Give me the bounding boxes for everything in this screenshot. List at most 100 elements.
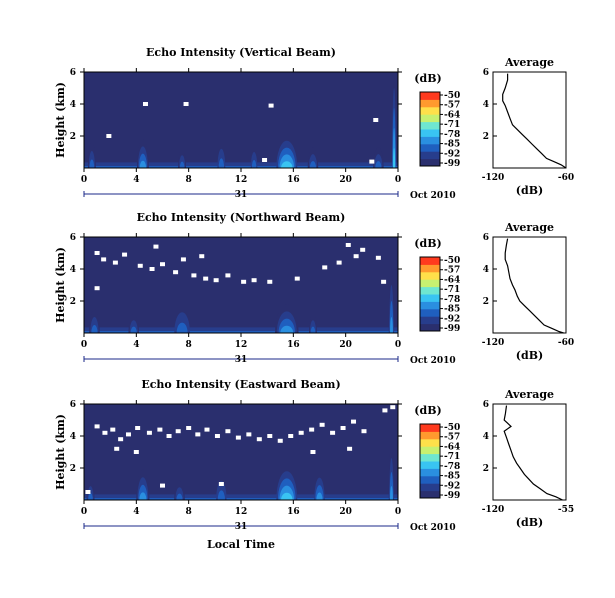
colorbar-swatch [420, 286, 440, 295]
profile-frame [492, 71, 567, 169]
profile-y-tick-label: 4 [483, 100, 489, 110]
missing-data-cell [186, 426, 192, 430]
missing-data-cell [142, 102, 148, 106]
missing-data-cell [114, 446, 120, 451]
day-label: 31 [235, 355, 248, 365]
missing-data-cell [319, 422, 325, 427]
plume [251, 160, 257, 168]
missing-data-cell [94, 251, 100, 255]
colorbar-tick-label: -99 [444, 324, 460, 334]
heatmap-background [84, 404, 398, 500]
missing-data-cell [112, 260, 118, 265]
missing-data-cell [213, 278, 219, 283]
colorbar-swatch [420, 490, 440, 499]
colorbar-tick-label: -71 [444, 285, 460, 295]
colorbar-swatch [420, 316, 440, 325]
heatmap-background [84, 72, 398, 168]
heatmap-field [84, 72, 398, 168]
y-tick-label: 4 [70, 100, 76, 110]
missing-data-cell [369, 159, 375, 164]
missing-data-cell [347, 446, 353, 451]
missing-data-cell [191, 273, 197, 278]
plume [281, 161, 293, 168]
colorbar-swatch [420, 431, 440, 440]
missing-data-cell [267, 434, 273, 438]
missing-data-cell [173, 270, 179, 275]
surface-layer [84, 327, 398, 333]
missing-data-cell [262, 158, 268, 162]
missing-data-cell [353, 254, 359, 259]
day-label: 31 [235, 522, 248, 532]
x-tick-label: 12 [235, 507, 248, 517]
panel-3: Echo Intensity (Eastward Beam) 0 4 8 12 16 20 0… [54, 378, 574, 533]
missing-data-cell [235, 435, 241, 440]
missing-data-cell [102, 430, 108, 435]
missing-data-cell [85, 490, 91, 494]
colorbar-tick-label: -99 [444, 159, 460, 169]
surface-layer [84, 162, 398, 168]
panel-title: Echo Intensity (Vertical Beam) [146, 46, 336, 59]
colorbar-swatch [420, 424, 440, 432]
colorbar-swatch [420, 308, 440, 317]
panel-1: Echo Intensity (Vertical Beam) 0 4 8 12 16 20 0… [54, 46, 574, 201]
missing-data-cell [135, 426, 141, 430]
x-tick-label: 4 [133, 340, 139, 350]
missing-data-cell [101, 257, 107, 262]
y-axis-label: Height (km) [54, 247, 67, 323]
plume [310, 326, 316, 333]
colorbar-tick-label: -64 [444, 110, 460, 120]
profile-x-axis-label: (dB) [516, 184, 543, 197]
colorbar-tick-label: -99 [444, 491, 460, 501]
plume [130, 326, 137, 333]
plume [139, 160, 147, 168]
missing-data-cell [175, 429, 181, 434]
x-tick-label: 16 [287, 507, 300, 517]
plume [88, 493, 93, 500]
x-tick-label: 20 [339, 507, 352, 517]
x-tick-label: 20 [339, 340, 352, 350]
profile-x-tick-label: -120 [482, 505, 505, 515]
missing-data-cell [351, 419, 357, 424]
plume [309, 161, 317, 168]
missing-data-cell [309, 427, 315, 432]
colorbar-swatch [420, 475, 440, 484]
missing-data-cell [199, 254, 205, 259]
colorbar-swatch [420, 136, 440, 145]
missing-data-cell [125, 432, 131, 437]
missing-data-cell [360, 247, 366, 252]
profile-x-axis-label: (dB) [516, 516, 543, 529]
colorbar-tick-label: -57 [444, 101, 460, 111]
plume [390, 317, 393, 333]
colorbar-tick-label: -71 [444, 120, 460, 130]
profile-y-tick-label: 6 [483, 68, 489, 78]
missing-data-cell [288, 434, 294, 438]
profile-y-tick-label: 4 [483, 265, 489, 275]
missing-data-cell [330, 430, 336, 435]
missing-data-cell [373, 118, 379, 122]
profile-y-tick-label: 2 [483, 297, 489, 307]
profile-x-tick-label: -55 [558, 505, 574, 515]
missing-data-cell [183, 102, 189, 106]
colorbar-tick-label: -50 [444, 423, 460, 433]
colorbar-tick-label: -57 [444, 266, 460, 276]
colorbar-swatch [420, 271, 440, 280]
missing-data-cell [157, 427, 163, 432]
heatmap-field [84, 404, 398, 500]
missing-data-cell [180, 257, 186, 262]
colorbar-tick-label: -57 [444, 433, 460, 443]
date-label: Oct 2010 [410, 191, 456, 201]
colorbar-frame [419, 423, 441, 499]
colorbar-swatch [420, 323, 440, 332]
missing-data-cell [160, 483, 165, 488]
y-tick-label: 6 [70, 233, 76, 243]
colorbar-swatch [420, 446, 440, 455]
plume [139, 492, 147, 500]
profile-line [503, 405, 563, 501]
colorbar-swatch [420, 143, 440, 152]
colorbar-swatch [420, 129, 440, 137]
missing-data-cell [106, 134, 112, 138]
missing-data-cell [298, 430, 304, 435]
panel-title: Echo Intensity (Northward Beam) [137, 211, 346, 224]
profile-y-tick-label: 6 [483, 233, 489, 243]
plume [218, 158, 225, 168]
